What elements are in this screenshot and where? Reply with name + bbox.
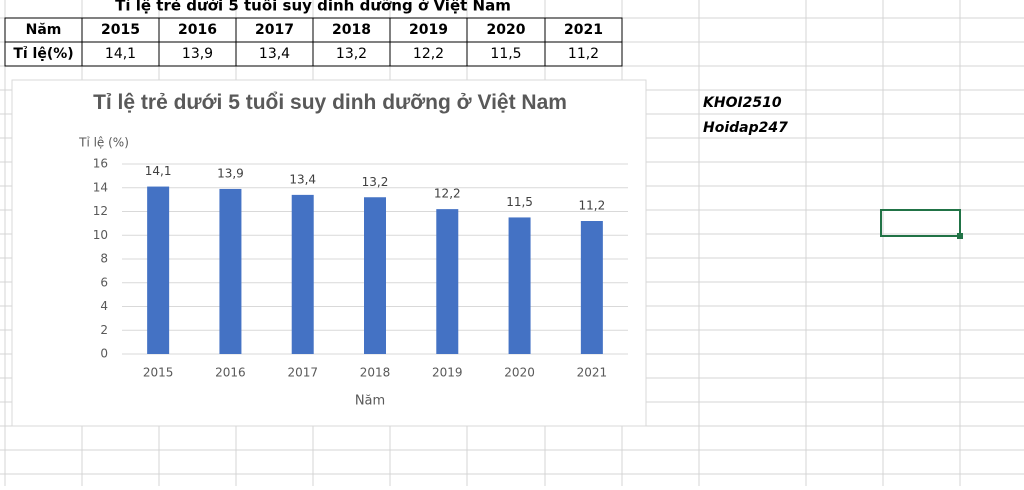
y-tick-label: 10 (93, 228, 108, 242)
table-cell-text: 11,2 (568, 46, 599, 62)
table-cell (466, 17, 546, 43)
x-tick-label: 2018 (360, 366, 391, 380)
table-cell-text: 11,5 (490, 46, 521, 62)
data-label: 12,2 (434, 187, 461, 201)
data-label: 13,4 (289, 172, 316, 186)
data-label: 13,2 (362, 175, 389, 189)
chart-title: Tỉ lệ trẻ dưới 5 tuổi suy dinh dưỡng ở V… (93, 91, 567, 114)
table-cell-text: 12,2 (413, 46, 444, 62)
data-label: 11,2 (578, 199, 605, 213)
table-cell-text: 14,1 (105, 46, 136, 62)
bar (291, 194, 314, 354)
bar (219, 188, 242, 354)
y-tick-label: 14 (93, 180, 108, 194)
table-title: Tỉ lệ trẻ dưới 5 tuổi suy dinh dưỡng ở V… (115, 0, 511, 15)
y-tick-label: 12 (93, 204, 108, 218)
x-tick-label: 2021 (577, 366, 608, 380)
table-cell-text: 2021 (564, 22, 603, 38)
table-cell-text: Năm (26, 22, 62, 38)
y-tick-label: 8 (100, 252, 108, 266)
fill-handle[interactable] (957, 233, 963, 239)
x-tick-label: 2017 (287, 366, 318, 380)
data-label: 14,1 (145, 164, 172, 178)
bar (508, 217, 531, 354)
y-tick-label: 16 (93, 157, 108, 171)
y-tick-label: 0 (100, 347, 108, 361)
note: KHOI2510 (703, 95, 782, 111)
table-cell (544, 41, 623, 67)
table-cell-text: 2019 (409, 22, 448, 38)
table-cell (544, 17, 623, 43)
table-cell-text: Tỉ lệ(%) (13, 46, 73, 62)
y-tick-label: 2 (100, 323, 108, 337)
x-tick-label: 2016 (215, 366, 246, 380)
bar (580, 221, 603, 354)
table-cell-text: 2016 (178, 22, 217, 38)
x-tick-label: 2015 (143, 366, 174, 380)
table-cell (466, 41, 546, 67)
bar (147, 186, 170, 354)
table-cell-text: 2018 (332, 22, 371, 38)
chart-title-box: Tỉ lệ trẻ dưới 5 tuổi suy dinh dưỡng ở V… (93, 91, 567, 114)
y-tick-label: 4 (100, 299, 108, 313)
y-axis-title: Tỉ lệ (%) (78, 136, 129, 150)
x-axis-title: Năm (355, 394, 385, 409)
table-cell-text: 2015 (101, 22, 140, 38)
table-cell (312, 17, 391, 43)
x-tick-label: 2020 (504, 366, 535, 380)
y-tick-label: 6 (100, 275, 108, 289)
x-tick-label: 2019 (432, 366, 463, 380)
table-cell (312, 41, 391, 67)
bar (436, 209, 459, 354)
table-cell (158, 41, 237, 67)
table-cell-text: 13,4 (259, 46, 290, 62)
bar (364, 197, 386, 354)
table-cell-text: 13,2 (336, 46, 367, 62)
table-cell (81, 41, 160, 67)
table-cell-text: 13,9 (182, 46, 213, 62)
data-label: 13,9 (217, 166, 244, 180)
selected-cell[interactable] (880, 209, 961, 237)
table-cell-text: 2020 (487, 22, 526, 38)
data-label: 11,5 (506, 195, 533, 209)
chart-area[interactable] (11, 79, 647, 427)
table-cell (389, 41, 468, 67)
table-cell-text: 2017 (255, 22, 294, 38)
note: Hoidap247 (703, 120, 788, 136)
